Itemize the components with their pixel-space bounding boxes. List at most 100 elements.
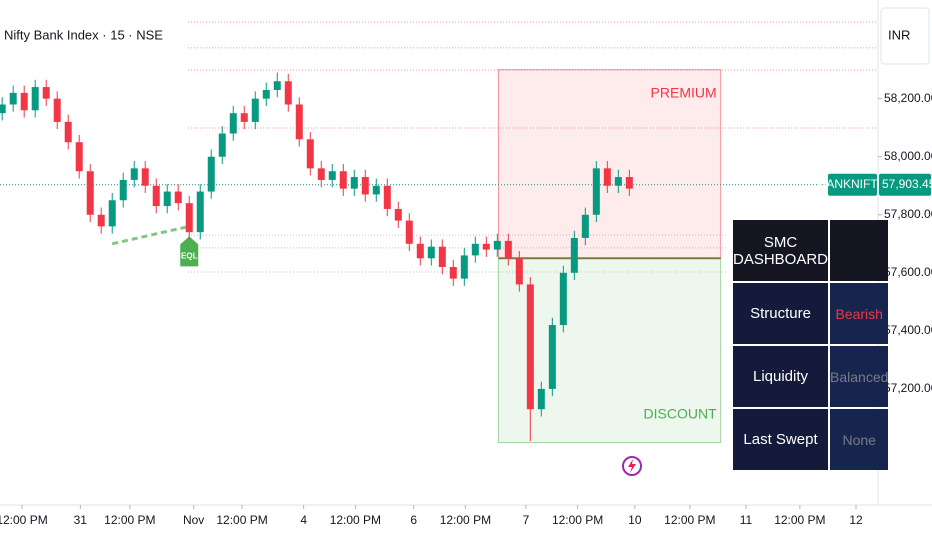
candle-body [427,246,435,259]
symbol-label: BANKNIFTY [818,177,885,191]
candle-body [493,240,501,250]
currency-box[interactable] [880,7,930,65]
x-tick-label: 6 [410,513,417,527]
candle-body [317,168,325,180]
candle-body [31,87,39,111]
plot: PREMIUM DISCOUNT EQL [0,21,878,444]
candle-body [625,177,633,189]
candle-body [394,208,402,221]
zone [497,257,722,444]
candle-body [482,243,490,250]
candle-body [262,89,270,99]
candle-body [460,255,468,279]
currency: INR [888,27,910,42]
candle-body [306,139,314,169]
candle-body [372,185,380,195]
candle-body [559,272,567,326]
x-tick-label: 4 [300,513,307,527]
candle-body [405,220,413,244]
y-tick-label: 58,000.00 [884,149,932,163]
eql-line [111,224,190,246]
candle-body [185,203,193,233]
candle-body [75,142,83,172]
x-tick-label: 12:00 PM [774,513,825,527]
dashboard-row: Liquidity Balanced [733,346,889,407]
y-tick-label: 57,200.00 [884,381,932,395]
candle-body [273,81,281,90]
candle-body [53,98,61,122]
x-tick-label: 12 [849,513,863,527]
dashboard-head: SMC DASHBOARD [733,220,889,281]
candle-body [328,171,336,180]
x-tick-label: 12:00 PM [104,513,155,527]
price-label: 57,903.45 [882,177,932,191]
candle-body [603,168,611,186]
dashboard-title: SMC DASHBOARD [733,220,829,281]
candle-body [163,191,171,207]
y-tick-label: 58,200.00 [884,91,932,105]
dashboard-value: Balanced [830,346,889,407]
candle-body [383,185,391,209]
candle-body [361,177,369,195]
candle-body [449,267,457,279]
y-tick-label: 57,600.00 [884,265,932,279]
candle-body [614,177,622,186]
dashboard-row: Structure Bearish [733,283,889,344]
candle-body [108,200,116,227]
candle-body [207,156,215,192]
candle-body [42,87,50,99]
x-tick-label: 12:00 PM [330,513,381,527]
price-tag [879,173,931,196]
candle-body [0,104,6,114]
x-tick-label: 12:00 PM [664,513,715,527]
candle-body [86,171,94,215]
symbol-tag [828,173,877,196]
candle-body [570,237,578,273]
x-tick-label: 12:00 PM [440,513,491,527]
x-tick-label: 12:00 PM [0,513,48,527]
zone-label: PREMIUM [651,84,717,100]
x-tick-label: 31 [74,513,88,527]
candle-body [438,246,446,268]
chart-title: Nifty Bank Index · 15 · NSE [4,27,163,42]
candle-body [119,179,127,201]
candle-body [537,388,545,410]
candle-body [526,284,534,410]
candle-body [471,243,479,256]
x-tick-label: 11 [740,513,753,527]
dashboard-value: None [830,409,889,470]
dashboard-blank [830,220,889,281]
y-tick-label: 57,400.00 [884,323,932,337]
candle-body [416,243,424,259]
candle-body [504,240,512,259]
eql-label: EQL [181,251,198,260]
candle-body [251,98,259,122]
candle-body [218,133,226,157]
dashboard-key: Structure [733,283,829,344]
candle-body [130,168,138,180]
candle-body [9,92,17,105]
candle-body [284,81,292,105]
candle-body [174,191,182,204]
candle-body [581,214,589,238]
smc-dashboard: SMC DASHBOARD Structure Bearish Liquidity B… [731,218,890,472]
candle-body [350,177,358,189]
candle-body [240,113,248,122]
candle-body [20,92,28,111]
dashboard-key: Last Swept [733,409,829,470]
x-tick-label: 10 [628,513,642,527]
x-tick-label: 12:00 PM [216,513,267,527]
eql-marker [180,236,199,267]
candle-body [196,191,204,233]
candle-body [339,171,347,189]
x-tick-label: Nov [183,513,204,527]
candle-body [515,258,523,285]
event-bolt [628,459,636,473]
x-tick-label: 12:00 PM [552,513,603,527]
candle-body [64,121,72,143]
x-tick-label: 7 [523,513,530,527]
candle-body [229,113,237,134]
candle-body [548,325,556,389]
